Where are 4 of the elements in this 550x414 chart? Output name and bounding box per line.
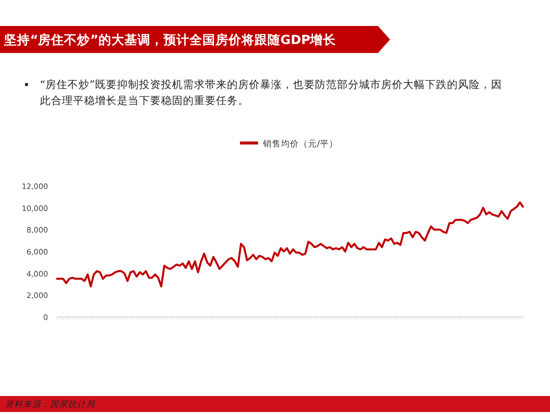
chart-subtitle: “房住不炒”既要抑制投资投机需求带来的房价暴涨，也要防范部分城市房价大幅下跌的风险，因此合理平稳增长是当下要稳固的重要任务。 — [40, 78, 502, 107]
chart-title: 坚持“房住不炒”的大基调，预计全国房价将跟随GDP增长 — [3, 32, 338, 47]
legend-label: 销售均价（元/平） — [262, 138, 338, 150]
text: 资料来源：国家统计局 — [5, 399, 95, 410]
